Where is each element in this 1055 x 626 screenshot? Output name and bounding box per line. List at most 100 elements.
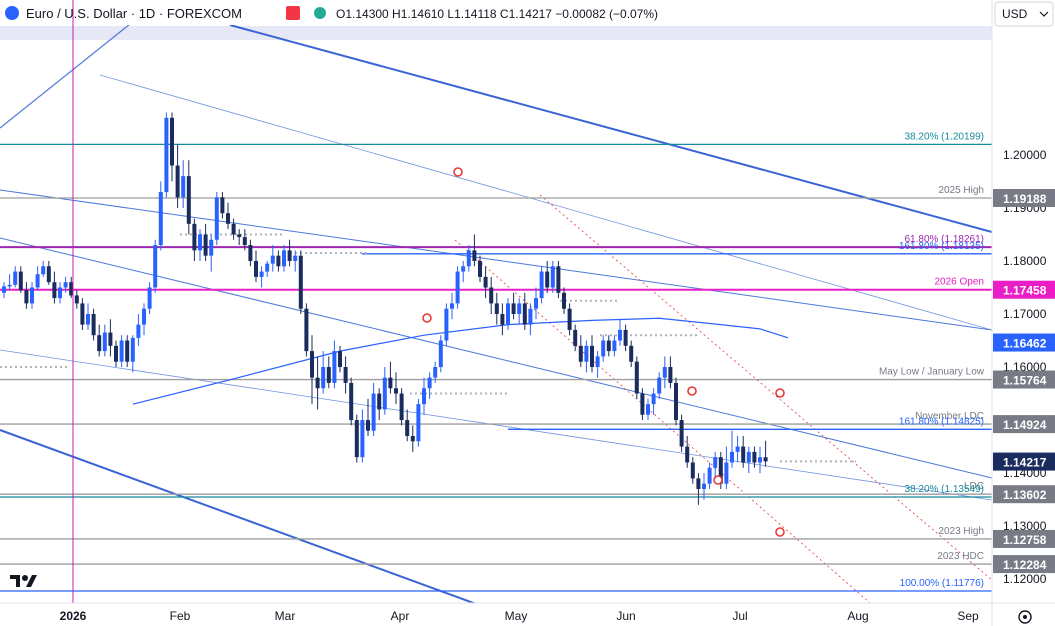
candle-body bbox=[181, 176, 186, 198]
candle bbox=[735, 435, 740, 463]
candle bbox=[97, 324, 102, 357]
price-tag: 1.19188 bbox=[993, 188, 1055, 207]
candle bbox=[276, 250, 281, 272]
candle bbox=[136, 314, 141, 346]
candle bbox=[707, 462, 712, 489]
candle-body bbox=[265, 263, 270, 272]
candle bbox=[86, 303, 90, 330]
y-tick-label: 1.20000 bbox=[1003, 148, 1047, 162]
y-tick-label: 1.16000 bbox=[1003, 360, 1047, 374]
candle-body bbox=[74, 295, 79, 304]
candle bbox=[517, 298, 522, 325]
candle bbox=[494, 292, 499, 325]
gear-icon[interactable] bbox=[1018, 610, 1032, 624]
candle bbox=[578, 335, 583, 368]
price-tag-bg bbox=[993, 188, 1055, 207]
candle-body bbox=[545, 271, 550, 288]
x-tick-label: Jul bbox=[732, 609, 747, 623]
candle-body bbox=[562, 292, 566, 309]
time-axis[interactable]: 2026 Feb Mar Apr May Jun Jul Aug Sep bbox=[0, 602, 1055, 623]
candle-body bbox=[214, 197, 219, 240]
candle bbox=[226, 202, 230, 230]
candle-body bbox=[483, 276, 488, 288]
pivot-marker bbox=[687, 386, 697, 396]
candle-body bbox=[662, 367, 667, 378]
candle bbox=[270, 245, 275, 272]
candle bbox=[595, 351, 600, 378]
candle bbox=[466, 245, 471, 272]
candle-body bbox=[550, 266, 555, 288]
symbol-flag-icon bbox=[5, 6, 19, 20]
candle bbox=[203, 223, 208, 261]
price-tag-bg bbox=[993, 485, 1055, 504]
price-tag-bg bbox=[993, 452, 1055, 471]
candle bbox=[528, 303, 533, 336]
candle bbox=[147, 282, 152, 314]
candle bbox=[506, 298, 510, 330]
candle bbox=[153, 239, 158, 293]
symbol-title[interactable]: Euro / U.S. Dollar · 1D · FOREXCOM bbox=[26, 6, 242, 21]
candle-body bbox=[209, 239, 214, 256]
candle bbox=[573, 324, 578, 352]
candle bbox=[724, 446, 729, 489]
candle bbox=[119, 335, 124, 368]
candle bbox=[58, 282, 62, 304]
candle bbox=[623, 324, 628, 352]
candle-body bbox=[466, 250, 471, 267]
candle-body bbox=[282, 250, 286, 267]
candle-body bbox=[511, 303, 516, 314]
candle-body bbox=[242, 237, 247, 246]
candle-body bbox=[606, 340, 611, 352]
price-tag: 1.13602 bbox=[993, 485, 1055, 504]
candle-body bbox=[506, 303, 510, 325]
candle-body bbox=[41, 266, 46, 275]
candle bbox=[461, 260, 466, 283]
candle-body bbox=[567, 308, 572, 330]
candle-body bbox=[175, 165, 180, 198]
pivot-marker bbox=[775, 527, 785, 537]
candle-body bbox=[634, 361, 639, 394]
candle bbox=[332, 340, 337, 389]
price-axis[interactable]: USD 1.120001.130001.140001.150001.160001… bbox=[991, 0, 1055, 626]
candle bbox=[214, 192, 219, 246]
candle-body bbox=[455, 271, 460, 304]
flag-icon[interactable] bbox=[286, 6, 300, 20]
candle bbox=[702, 473, 706, 500]
candle-body bbox=[724, 462, 729, 484]
candle bbox=[511, 292, 516, 320]
candle bbox=[41, 260, 46, 277]
x-tick-label: Aug bbox=[847, 609, 868, 623]
plot-area[interactable]: 38.20% (1.20199) 2025 High 61.80% (1.18261… bbox=[0, 0, 992, 620]
price-tag-bg bbox=[993, 333, 1055, 352]
candle-body bbox=[707, 467, 712, 484]
moving-average-line bbox=[132, 317, 789, 405]
candle bbox=[634, 356, 639, 399]
ohlc-readout: O1.14300 H1.14610 L1.14118 C1.14217 −0.0… bbox=[336, 7, 658, 21]
candle-body bbox=[69, 282, 74, 296]
price-tag-label: 1.17458 bbox=[1003, 284, 1047, 298]
candle-body bbox=[80, 303, 85, 325]
candle-body bbox=[136, 324, 141, 338]
candle bbox=[556, 260, 561, 299]
candle-body bbox=[125, 340, 130, 362]
candle-body bbox=[203, 234, 208, 256]
candle-body bbox=[438, 340, 443, 368]
candle bbox=[394, 372, 398, 405]
candle-body bbox=[293, 255, 298, 261]
candle-body bbox=[674, 382, 678, 421]
x-tick-label: Apr bbox=[391, 609, 410, 623]
trend-line bbox=[0, 25, 130, 129]
tradingview-logo[interactable] bbox=[10, 575, 37, 587]
x-tick-label: Sep bbox=[957, 609, 979, 623]
candle-body bbox=[584, 345, 589, 362]
candle bbox=[13, 266, 18, 288]
candle-body bbox=[276, 255, 281, 267]
candle bbox=[343, 356, 348, 394]
candle-body bbox=[18, 271, 23, 291]
currency-selector[interactable] bbox=[994, 1, 1054, 27]
pivot-marker bbox=[713, 475, 723, 485]
y-tick-label: 1.12000 bbox=[1003, 572, 1047, 586]
candle bbox=[741, 435, 746, 468]
candle-body bbox=[91, 314, 96, 336]
